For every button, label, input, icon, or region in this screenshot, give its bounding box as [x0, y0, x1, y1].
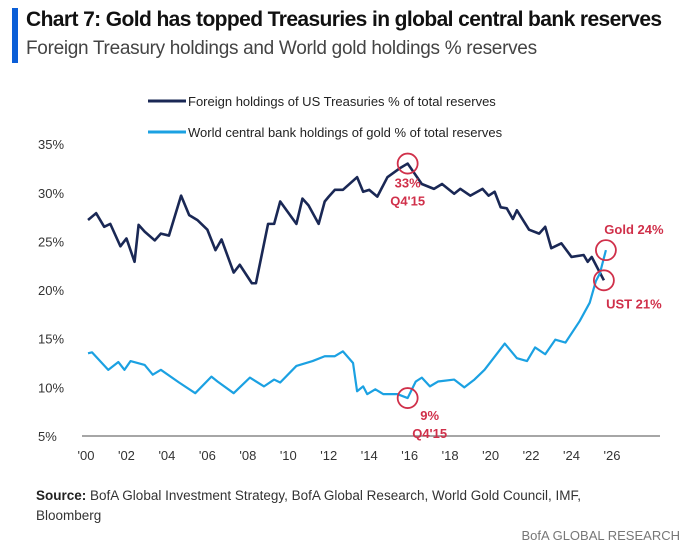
y-tick-label: 30%: [38, 186, 64, 201]
annotation-label: 33%: [395, 176, 421, 191]
annotation-circle: [592, 269, 615, 292]
y-tick-label: 25%: [38, 234, 64, 249]
annotation-circle: [396, 152, 419, 175]
x-tick-label: '16: [401, 448, 418, 463]
line-chart: 5% 10% 15% 20% 25% 30% 35% '00 '02 '04 '06 '08 '10 '1…: [38, 94, 664, 463]
x-tick-label: '02: [118, 448, 135, 463]
x-tick-label: '10: [280, 448, 297, 463]
x-tick-label: '12: [320, 448, 337, 463]
source-note: Source: BofA Global Investment Strategy,…: [36, 486, 636, 526]
annotation-label: Q4'15: [412, 426, 447, 441]
series-line: [87, 249, 607, 400]
x-tick-label: '04: [158, 448, 175, 463]
x-tick-label: '08: [239, 448, 256, 463]
title-accent-bar: [12, 8, 18, 63]
x-tick-label: '18: [442, 448, 459, 463]
annotation-circle: [396, 387, 419, 409]
x-tick-label: '20: [482, 448, 499, 463]
annotation-label: Gold 24%: [604, 222, 664, 237]
series-line: [87, 162, 606, 285]
x-tick-label: '00: [78, 448, 95, 463]
y-tick-label: 15%: [38, 332, 64, 347]
annotation-label: Q4'15: [390, 194, 425, 209]
x-tick-label: '22: [523, 448, 540, 463]
x-tick-label: '06: [199, 448, 216, 463]
y-tick-label: 5%: [38, 429, 57, 444]
y-tick-label: 20%: [38, 283, 64, 298]
x-tick-label: '24: [563, 448, 580, 463]
legend-label: World central bank holdings of gold % of…: [188, 125, 503, 140]
x-tick-label: '26: [604, 448, 621, 463]
chart-title: Chart 7: Gold has topped Treasuries in g…: [26, 8, 662, 31]
source-label: Source:: [36, 488, 87, 503]
annotation-label: UST 21%: [606, 296, 662, 311]
annotation-circle: [595, 239, 617, 262]
annotation-label: 9%: [420, 408, 439, 423]
source-text: BofA Global Investment Strategy, BofA Gl…: [36, 488, 582, 523]
brand-logo-text: BofA GLOBAL RESEARCH: [521, 528, 680, 543]
x-tick-label: '14: [361, 448, 378, 463]
y-tick-label: 35%: [38, 137, 64, 152]
y-tick-label: 10%: [38, 380, 64, 395]
chart-subtitle: Foreign Treasury holdings and World gold…: [26, 38, 537, 59]
legend-label: Foreign holdings of US Treasuries % of t…: [188, 94, 496, 109]
